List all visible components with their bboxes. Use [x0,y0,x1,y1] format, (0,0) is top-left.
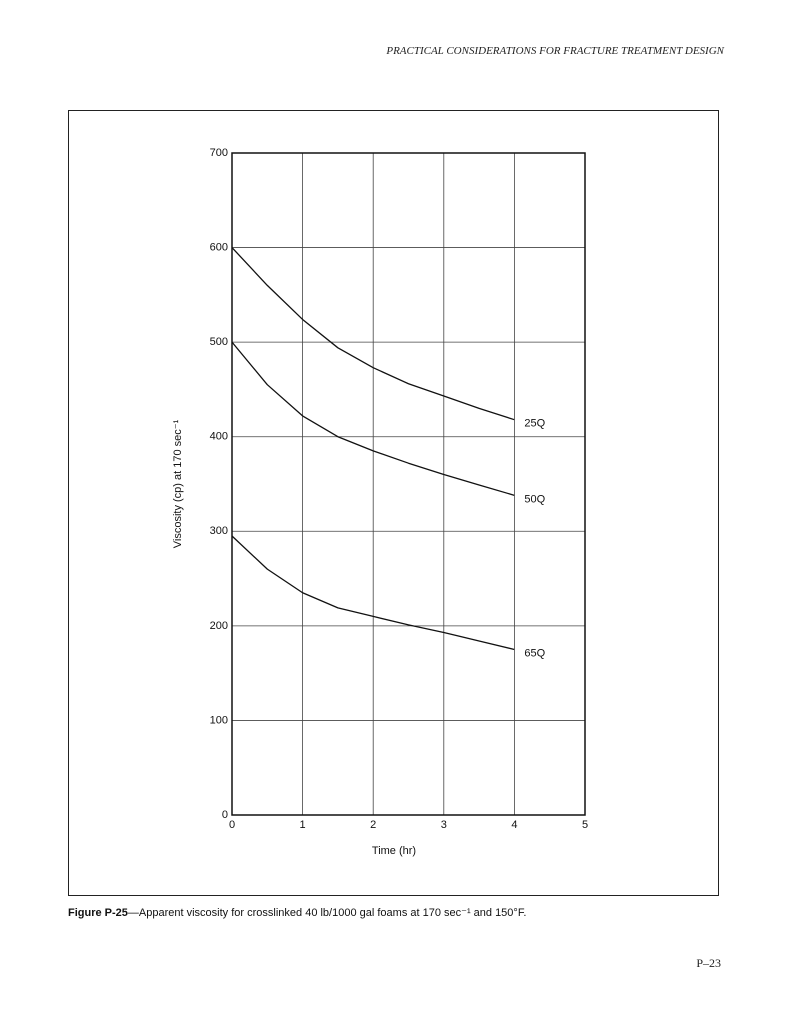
series-label: 50Q [524,493,545,505]
caption-text: —Apparent viscosity for crosslinked 40 l… [127,907,527,919]
x-tick-label: 4 [511,819,517,831]
x-tick-label: 3 [441,819,447,831]
y-tick-label: 100 [210,714,228,726]
y-tick-label: 200 [210,620,228,632]
series-line [231,535,515,651]
page-number: P–23 [696,956,721,970]
series-line [231,247,515,421]
x-tick-label: 2 [370,819,376,831]
series-label: 65Q [524,647,545,659]
series-line [231,341,515,496]
series-label: 25Q [524,418,545,430]
caption-label: Figure P-25 [68,907,128,919]
y-tick-label: 500 [210,336,228,348]
y-axis-label: Viscosity (cp) at 170 sec⁻¹ [172,419,184,548]
y-tick-label: 300 [210,525,228,537]
caption: Figure P-25—Apparent viscosity for cross… [68,906,526,919]
x-tick-label: 1 [300,819,306,831]
plot-border [231,152,586,816]
figure-frame [68,110,719,896]
y-tick-label: 700 [210,147,228,159]
running-header: PRACTICAL CONSIDERATIONS FOR FRACTURE TR… [386,45,724,57]
y-tick-label: 600 [210,241,228,253]
y-tick-label: 0 [222,809,228,821]
x-tick-label: 5 [582,819,588,831]
x-tick-label: 0 [229,819,235,831]
y-tick-label: 400 [210,431,228,443]
x-axis-label: Time (hr) [372,845,416,857]
